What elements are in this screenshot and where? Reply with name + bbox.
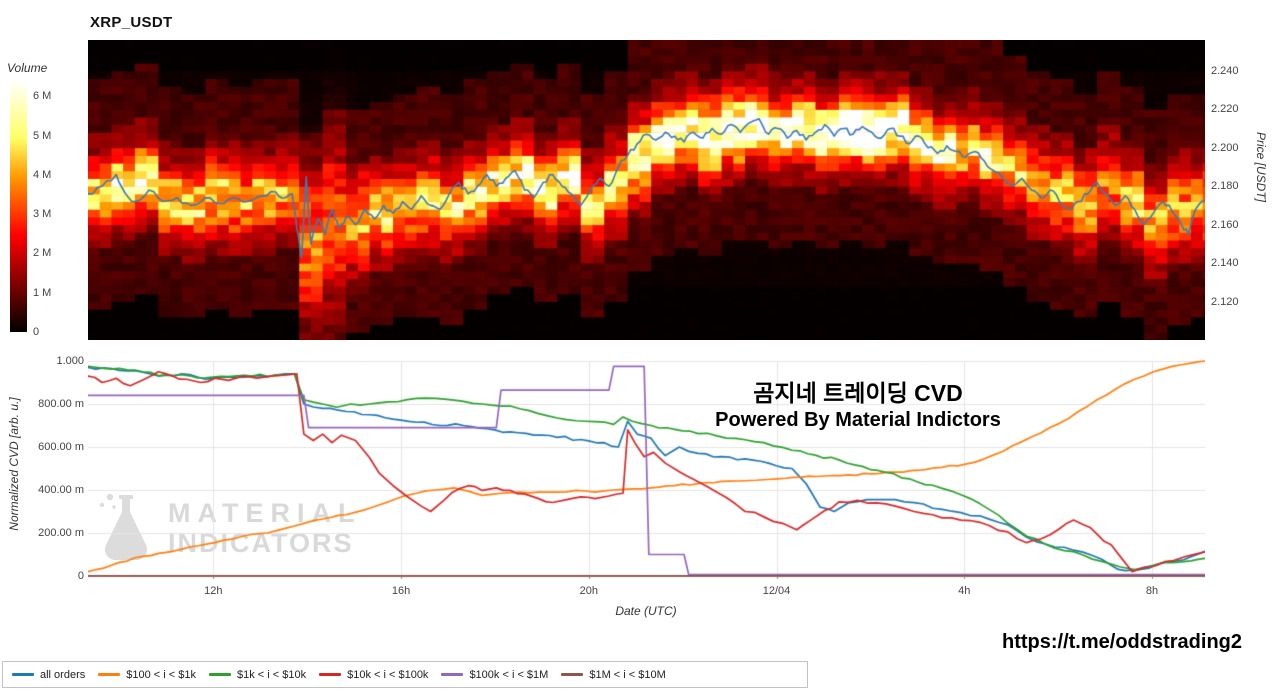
price-axis-label: Price [USDT] (1254, 132, 1268, 203)
x-tick-label: 8h (1145, 585, 1159, 597)
volume-tick-label: 0 (33, 326, 40, 338)
volume-colorbar (10, 80, 27, 332)
price-tick-label: 2.200 (1211, 141, 1239, 154)
price-tick-label: 2.120 (1211, 295, 1239, 308)
volume-tick-label: 5 M (33, 129, 52, 142)
volume-tick-label: 2 M (33, 247, 52, 260)
cvd-y-tick-label: 400.00 m (38, 484, 84, 496)
legend-item-label: $100k < i < $1M (469, 668, 549, 681)
cvd-y-tick-label: 600.00 m (38, 441, 84, 453)
price-tick-label: 2.220 (1211, 103, 1239, 116)
legend-item[interactable]: $1k < i < $10k (208, 668, 307, 681)
cvd-y-tick-label: 1.000 (56, 355, 84, 367)
x-tick-label: 16h (391, 585, 411, 597)
overlay-powered-by: Powered By Material Indictors (715, 409, 1001, 431)
legend-item-label: $1M < i < $10M (589, 668, 666, 681)
cvd-y-tick-label: 200.00 m (38, 527, 84, 539)
price-tick-label: 2.140 (1211, 257, 1239, 270)
price-tick-label: 2.160 (1211, 218, 1239, 231)
legend-swatch (12, 673, 34, 676)
volume-tick-label: 6 M (33, 90, 52, 103)
legend-item[interactable]: $10k < i < $100k (319, 669, 428, 681)
price-tick-label: 2.180 (1211, 180, 1239, 193)
volume-tick-label: 4 M (33, 168, 52, 181)
legend-item[interactable]: $100 < i < $1k (98, 669, 196, 681)
cvd-y-axis-label: Normalized CVD [arb. u.] (7, 397, 21, 531)
x-tick-label: 4h (958, 585, 971, 597)
legend-item[interactable]: all orders (12, 669, 85, 681)
volume-tick-label: 3 M (33, 208, 52, 221)
legend-swatch (319, 673, 342, 676)
colorbar-label: Volume (7, 61, 48, 75)
overlay-title-korean: 곰지네 트레이딩 CVD (753, 380, 963, 406)
x-tick-label: 12/04 (762, 585, 791, 597)
x-tick-label: 20h (579, 585, 598, 597)
legend-swatch (98, 673, 121, 676)
legend-item-label: $100 < i < $1k (126, 668, 196, 681)
cvd-y-tick-label: 0 (77, 570, 84, 582)
legend-item[interactable]: $1M < i < $10M (561, 668, 666, 681)
x-tick-label: 12h (204, 585, 223, 597)
volume-tick-label: 1 M (33, 286, 52, 299)
legend-swatch (561, 673, 584, 676)
legend-item-label: $1k < i < $10k (236, 668, 307, 681)
cvd-y-tick-label: 800.00 m (38, 398, 84, 410)
cvd-canvas[interactable] (88, 353, 1205, 579)
price-tick-label: 2.240 (1211, 64, 1239, 77)
legend-item-label: $10k < i < $100k (347, 668, 429, 681)
legend-swatch (208, 673, 231, 676)
x-axis-label: Date (UTC) (615, 604, 677, 618)
series-legend: all orders $100 < i < $1k $1k < i < $10k $1… (2, 661, 808, 688)
heatmap-canvas[interactable] (88, 40, 1205, 340)
legend-item-label: all orders (40, 668, 86, 681)
legend-item[interactable]: $100k < i < $1M (441, 669, 548, 681)
legend-swatch (441, 673, 464, 676)
symbol-title: XRP_USDT (90, 14, 173, 31)
telegram-link[interactable]: https://t.me/oddstrading2 (1002, 631, 1242, 653)
